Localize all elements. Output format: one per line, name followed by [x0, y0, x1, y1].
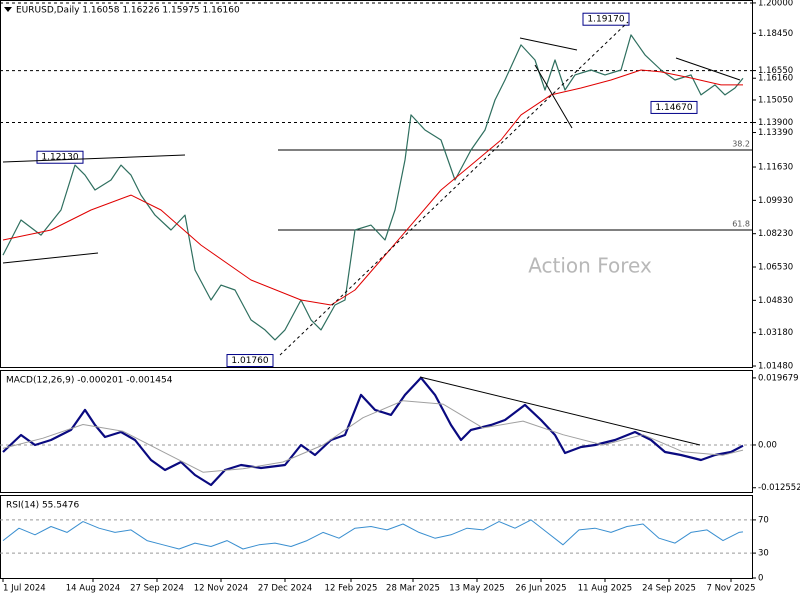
x-tick-label: 7 Nov 2025	[706, 584, 755, 594]
fib-label: 38.2	[732, 139, 750, 148]
y-tick-label: 1.18450	[758, 29, 793, 39]
trend-line	[2, 252, 99, 264]
series-line	[2, 519, 744, 550]
y-tick-label: 1.03180	[758, 328, 793, 338]
y-tick-label: 1.06530	[758, 263, 793, 273]
price-label-box	[582, 12, 630, 26]
series-line	[2, 69, 743, 306]
watermark: Action Forex	[528, 254, 652, 278]
trend-line	[419, 376, 701, 446]
y-tick-label: 1.16160	[758, 74, 793, 84]
y-tick-label: 1.08230	[758, 229, 793, 239]
price-label: 1.01760	[231, 356, 268, 366]
y-tick-label: 1.11630	[758, 163, 793, 173]
panel-frame	[0, 370, 753, 493]
series-line	[2, 400, 744, 473]
price-label: 1.19170	[587, 15, 624, 25]
y-tick-label: -0.012552	[758, 483, 800, 493]
trend-drawings	[2, 21, 741, 446]
price-label-box	[650, 100, 698, 114]
y-tick-label: 0	[758, 574, 763, 584]
x-tick-label: 27 Sep 2024	[130, 584, 184, 594]
panel-frame	[0, 495, 753, 579]
fib-label: 61.8	[732, 219, 750, 228]
panel-frame	[0, 0, 753, 368]
x-tick-label: 26 Jun 2025	[515, 584, 566, 594]
y-tick-label: 0.00	[758, 440, 777, 450]
x-tick-label: 24 Sep 2025	[642, 584, 696, 594]
x-tick-label: 12 Nov 2024	[194, 584, 248, 594]
panel-title: RSI(14) 55.5476	[6, 501, 79, 511]
x-tick-label: 11 Aug 2025	[578, 584, 632, 594]
y-tick-label: 1.15050	[758, 95, 793, 105]
price-label-box	[226, 354, 274, 368]
x-tick-label: 1 Jul 2024	[3, 584, 46, 594]
trend-line	[2, 154, 186, 163]
x-tick-label: 28 Mar 2025	[386, 584, 440, 594]
y-tick-label: 1.01480	[758, 362, 793, 372]
trend-line	[519, 37, 578, 51]
y-tick-label: 1.13390	[758, 128, 793, 138]
y-tick-label: 1.09930	[758, 196, 793, 206]
x-tick-label: 13 May 2025	[449, 584, 504, 594]
trend-line	[675, 57, 741, 81]
y-tick-label: 1.16550	[758, 66, 793, 76]
y-tick-label: 0.019679	[758, 373, 799, 383]
y-tick-label: 1.13900	[758, 118, 793, 128]
x-tick-label: 27 Dec 2024	[258, 584, 312, 594]
x-tick-label: 14 Aug 2024	[66, 584, 120, 594]
x-tick-label: 12 Feb 2025	[325, 584, 378, 594]
collapse-arrow	[4, 7, 12, 12]
y-tick-label: 30	[758, 549, 769, 559]
y-tick-label: 70	[758, 515, 769, 525]
price-label: 1.12130	[41, 153, 78, 163]
panel-title: EURUSD,Daily 1.16058 1.16226 1.15975 1.1…	[16, 6, 240, 16]
price-label: 1.14670	[655, 103, 692, 113]
y-tick-label: 1.20000	[758, 0, 793, 8]
series-line	[2, 34, 744, 341]
trend-line	[279, 21, 629, 356]
trend-line	[534, 64, 573, 129]
series-line	[2, 376, 744, 487]
y-tick-label: 1.04830	[758, 296, 793, 306]
panel-title: MACD(12,26,9) -0.000201 -0.001454	[6, 376, 173, 386]
